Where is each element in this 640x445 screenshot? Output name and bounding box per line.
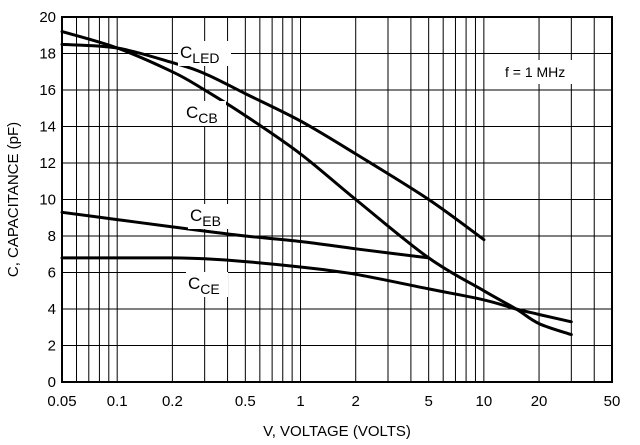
- y-tick-label: 12: [39, 155, 56, 172]
- x-tick-label: 0.1: [107, 393, 128, 410]
- annotation-background: [500, 60, 590, 84]
- x-tick-label: 10: [476, 393, 493, 410]
- series-label-mask: [186, 272, 228, 297]
- x-tick-label: 0.2: [162, 393, 183, 410]
- series-label-ccb: CCB: [186, 103, 218, 126]
- x-tick-label: 0.5: [235, 393, 256, 410]
- y-tick-label: 10: [39, 192, 56, 209]
- y-tick-label: 0: [48, 374, 56, 391]
- series-label-mask: [184, 101, 226, 126]
- series-line-ccb: [60, 30, 573, 337]
- y-tick-label: 20: [39, 9, 56, 26]
- x-tick-label: 2: [352, 393, 360, 410]
- y-tick-label: 16: [39, 82, 56, 99]
- y-axis-label: C, CAPACITANCE (pF): [5, 122, 22, 277]
- frequency-annotation: f = 1 MHz: [505, 64, 565, 80]
- y-tick-label: 2: [48, 338, 56, 355]
- y-tick-label: 4: [48, 301, 56, 318]
- plot-frame: [61, 16, 613, 383]
- y-tick-label: 8: [48, 228, 56, 245]
- x-tick-label: 5: [424, 393, 432, 410]
- series-label-mask: [188, 204, 230, 229]
- x-axis-label: V, VOLTAGE (VOLTS): [263, 423, 411, 440]
- series-label-ceb: CEB: [190, 206, 221, 229]
- x-tick-label: 0.05: [47, 393, 76, 410]
- x-tick-label: 50: [604, 393, 621, 410]
- series-line-cce: [60, 256, 573, 324]
- y-tick-label: 6: [48, 265, 56, 282]
- y-tick-label: 18: [39, 46, 56, 63]
- series-label-mask: [178, 41, 231, 66]
- series-label-cce: CCE: [188, 274, 220, 297]
- x-tick-label: 20: [531, 393, 548, 410]
- series-label-cled: CLED: [180, 43, 220, 66]
- series-labels: CLED CCB CEB CCE: [178, 41, 231, 297]
- x-tick-label: 1: [296, 393, 304, 410]
- y-tick-label: 14: [39, 119, 56, 136]
- series-line-ceb: [60, 210, 431, 260]
- series-lines: [60, 30, 573, 337]
- series-line-cled: [60, 42, 486, 242]
